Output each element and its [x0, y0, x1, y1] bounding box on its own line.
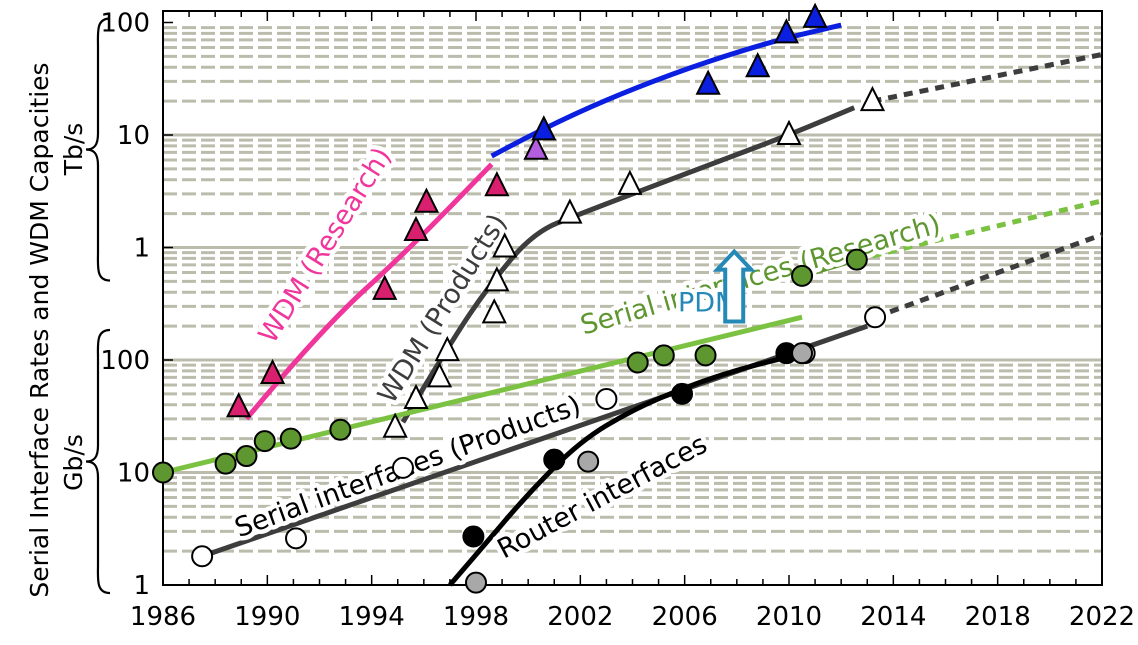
y-tick-label: 10: [117, 459, 150, 489]
data-point-circle: [864, 306, 887, 329]
data-point-circle: [152, 461, 174, 484]
data-point-circle: [391, 456, 414, 479]
data-point-circle: [791, 342, 814, 365]
data-point-triangle: [617, 169, 643, 195]
data-point-triangle: [403, 215, 429, 242]
trend-line: [244, 162, 494, 421]
data-point-circle: [577, 450, 600, 473]
x-tick-label: 2010: [756, 602, 822, 632]
annotation: WDM (Research)WDM (Research): [248, 138, 402, 354]
data-point-circle: [845, 248, 868, 271]
data-point-circle: [626, 351, 649, 374]
data-point-circle: [329, 418, 352, 441]
trend-line: [400, 105, 856, 424]
y-tick-label: 1: [133, 234, 150, 264]
pdm-arrow: [712, 248, 756, 324]
annotation-text: Serial interfaces (Research): [577, 209, 944, 342]
x-tick-label: 2018: [965, 602, 1031, 632]
x-axis: 1986 1990 1994 1998 2002 2006 2010 2014 2018 2022: [130, 11, 1135, 632]
x-tick-label: 1986: [130, 602, 196, 632]
data-point-circle: [671, 382, 694, 405]
data-point-circle: [285, 527, 308, 550]
data-point-circle: [191, 545, 214, 568]
y-tick-label: 1: [133, 571, 150, 601]
panel-unit-label: Tb/s: [59, 123, 88, 177]
brace-gbps: [85, 328, 111, 595]
y-tick-label: 10: [117, 121, 150, 151]
annotation: Serial interfaces (Research)Serial inter…: [573, 204, 949, 346]
data-point-triangle: [523, 134, 549, 160]
trend-line: [448, 352, 795, 587]
data-point-triangle: [745, 52, 771, 78]
data-point-triangle: [484, 266, 510, 292]
data-points: [152, 2, 887, 594]
data-point-triangle: [776, 119, 802, 145]
x-tick-label: 2002: [547, 602, 613, 632]
data-point-circle: [253, 430, 276, 453]
data-point-circle: [694, 344, 717, 367]
x-tick-label: 1994: [339, 602, 405, 632]
data-point-triangle: [382, 412, 408, 438]
data-point-triangle: [372, 274, 398, 300]
data-point-triangle: [403, 383, 429, 410]
data-point-circle: [465, 571, 487, 594]
y-tick-label: 100: [100, 346, 150, 376]
data-point-circle: [214, 452, 237, 475]
trend-line: [871, 51, 1103, 104]
y-tick-label: 100: [100, 9, 150, 39]
data-point-circle: [543, 448, 566, 471]
data-point-triangle: [773, 18, 800, 44]
data-point-circle: [235, 445, 258, 468]
data-point-triangle: [481, 298, 507, 324]
data-point-circle: [595, 388, 618, 411]
data-point-triangle: [557, 198, 583, 224]
data-point-triangle: [259, 358, 286, 385]
data-point-triangle: [859, 85, 886, 112]
trend-line: [874, 232, 1103, 320]
data-point-triangle: [426, 362, 453, 388]
data-point-circle: [791, 264, 814, 287]
grid-layer: [163, 26, 1102, 553]
data-point-triangle: [492, 232, 518, 258]
x-tick-label: 2014: [860, 602, 926, 632]
data-point-circle: [462, 525, 485, 548]
annotation-layer: WDM (Research)WDM (Research)WDM (Product…: [226, 138, 949, 570]
x-tick-label: 2022: [1069, 602, 1135, 632]
data-point-triangle: [434, 335, 460, 362]
data-point-triangle: [226, 392, 252, 418]
y-axis: 1 10 100 1 10 100 Tb/s Gb/s: [59, 9, 173, 601]
data-point-circle: [652, 344, 675, 367]
x-tick-label: 1990: [234, 602, 300, 632]
brace-tbps: [85, 17, 111, 282]
x-tick-label: 1998: [443, 602, 509, 632]
x-tick-label: 2006: [652, 602, 718, 632]
data-point-triangle: [484, 171, 510, 197]
y-axis-title: Serial Interface Rates and WDM Capacitie…: [25, 62, 54, 597]
trend-line: [856, 198, 1103, 263]
annotation-text: WDM (Research): [253, 142, 398, 349]
data-point-triangle: [531, 115, 557, 141]
data-point-triangle: [802, 2, 828, 28]
data-point-triangle: [413, 187, 440, 213]
panel-unit-label: Gb/s: [59, 434, 88, 491]
data-point-circle: [279, 427, 302, 450]
data-point-triangle: [695, 69, 721, 95]
